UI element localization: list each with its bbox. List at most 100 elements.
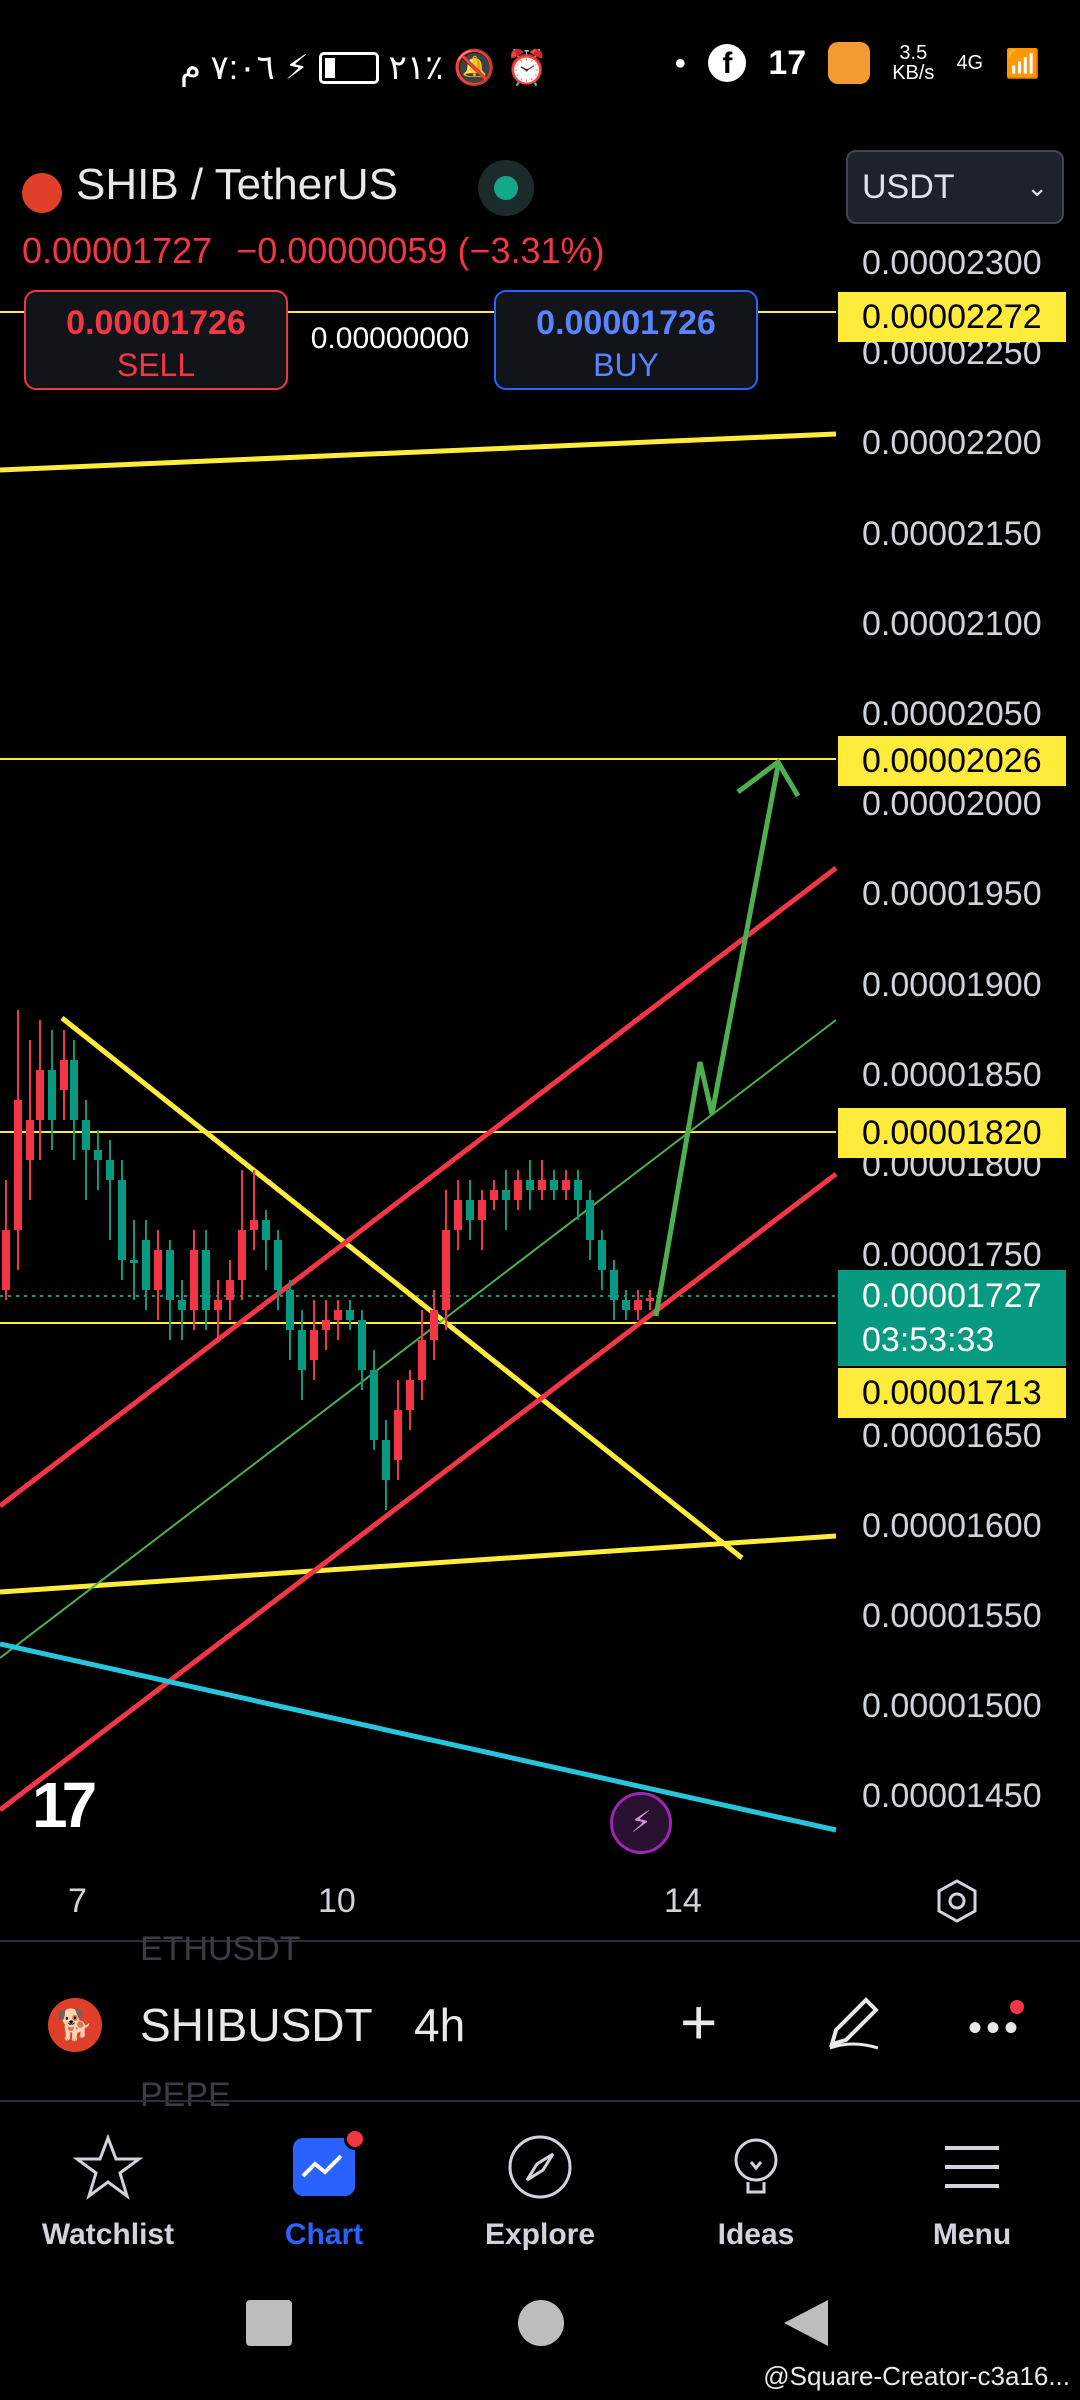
status-right: ● f 17 3.5 KB/s 4G 📶 <box>674 42 1040 84</box>
star-icon <box>73 2133 143 2200</box>
candle-body <box>442 1230 450 1310</box>
dot-icon: ● <box>674 51 687 74</box>
trendline-top-yellow <box>0 431 837 473</box>
candle-body <box>526 1180 534 1190</box>
market-status-icon[interactable] <box>478 160 534 216</box>
candle-body <box>2 1230 10 1290</box>
time-tick-10: 10 <box>318 1882 356 1920</box>
charging-icon: ⚡ <box>284 49 309 87</box>
candle-body <box>142 1240 150 1290</box>
candle-body <box>262 1220 270 1240</box>
candle-body <box>94 1150 102 1160</box>
candle-body <box>274 1240 282 1290</box>
price-tick: 0.00001950 <box>862 875 1042 914</box>
price-chart[interactable] <box>0 140 1080 1940</box>
app-icon <box>828 42 871 84</box>
status-left: ٧:٠٦ م ⚡ ٢١٪ 🔕 ⏰ <box>180 48 548 88</box>
price-tick: 0.00002100 <box>862 604 1042 643</box>
price-tag-1820: 0.00001820 <box>838 1108 1066 1158</box>
sell-label: SELL <box>116 347 196 383</box>
alarm-icon: ⏰ <box>505 49 549 87</box>
candle-body <box>60 1060 68 1090</box>
candle-body <box>226 1280 234 1300</box>
sell-price: 0.00001726 <box>66 304 246 342</box>
candle-body <box>310 1330 318 1360</box>
candle-body <box>214 1300 222 1310</box>
buy-button[interactable]: 0.00001726 BUY <box>494 290 758 390</box>
trendline-bottom-yellow <box>0 1533 837 1595</box>
price-tick: 0.00002000 <box>862 785 1042 824</box>
notification-dot <box>1010 2000 1024 2014</box>
mute-icon: 🔕 <box>453 49 496 87</box>
symbol-title[interactable]: SHIB / TetherUS <box>76 160 398 209</box>
more-icon[interactable]: ••• <box>968 2006 1023 2050</box>
chart-settings-icon[interactable] <box>934 1878 980 1929</box>
candle-body <box>286 1290 294 1330</box>
price-tick: 0.00002150 <box>862 514 1042 553</box>
net-speed: 3.5 KB/s <box>892 42 935 84</box>
candle-body <box>586 1200 594 1240</box>
spread-value: 0.00000000 <box>310 322 470 355</box>
symbol-header[interactable]: SHIB / TetherUS <box>22 160 398 213</box>
timeframe-button[interactable]: 4h <box>414 1999 466 2051</box>
candle-body <box>190 1250 198 1310</box>
currency-select[interactable]: USDT ⌄ <box>846 150 1064 224</box>
system-nav: @Square-Creator-c3a16... <box>0 2280 1080 2400</box>
candle-body <box>154 1250 162 1290</box>
candle-body <box>166 1250 174 1300</box>
candle-body <box>48 1070 56 1120</box>
nav-ideas[interactable]: Ideas <box>656 2122 856 2252</box>
watermark: @Square-Creator-c3a16... <box>763 2361 1070 2391</box>
price-tick: 0.00001550 <box>862 1597 1042 1635</box>
candle-body <box>178 1300 186 1310</box>
candle-body <box>130 1260 138 1263</box>
nav-watchlist[interactable]: Watchlist <box>8 2122 208 2252</box>
price-tick: 0.00001650 <box>862 1416 1042 1455</box>
add-icon[interactable]: + <box>680 1986 718 2058</box>
candle-body <box>598 1240 606 1270</box>
candle-countdown: 03:53:33 <box>862 1321 995 1359</box>
candle-body <box>322 1320 330 1330</box>
price-tag-2272: 0.00002272 <box>838 292 1066 342</box>
trendline-cyan <box>0 1641 837 1833</box>
last-price: 0.00001727 <box>22 230 213 271</box>
channel-lower-red <box>0 1172 838 1812</box>
price-tick: 0.00002300 <box>862 244 1042 282</box>
price-tick: 0.00001500 <box>862 1687 1042 1726</box>
price-tick: 0.00002200 <box>862 424 1042 463</box>
candle-body <box>250 1220 258 1230</box>
candle-body <box>202 1250 210 1310</box>
drawing-tool-icon[interactable] <box>822 1990 886 2059</box>
home-button[interactable] <box>518 2300 564 2346</box>
recents-button[interactable] <box>246 2300 292 2346</box>
candle-body <box>238 1230 246 1280</box>
chart-icon <box>293 2138 355 2196</box>
candle-body <box>418 1340 426 1380</box>
candle-body <box>82 1120 90 1150</box>
time-tick-14: 14 <box>664 1882 702 1920</box>
candle-body <box>562 1180 570 1190</box>
candle-body <box>406 1380 414 1410</box>
candle-body <box>382 1440 390 1480</box>
back-button[interactable] <box>782 2298 830 2353</box>
time-tick-7: 7 <box>68 1882 87 1920</box>
nav-chart[interactable]: Chart <box>224 2122 424 2252</box>
price-tag-1713: 0.00001713 <box>838 1368 1066 1418</box>
battery-percent: ٢١٪ <box>388 49 444 87</box>
symbol-name[interactable]: SHIBUSDT <box>140 1999 373 2051</box>
candles <box>2 1010 654 1510</box>
candle-body <box>490 1190 498 1200</box>
lightning-icon[interactable]: ⚡ <box>610 1792 672 1854</box>
price-tick: 0.00001600 <box>862 1506 1042 1545</box>
sell-button[interactable]: 0.00001726 SELL <box>24 290 288 390</box>
candle-body <box>478 1200 486 1220</box>
price-tick: 0.00002050 <box>862 695 1042 733</box>
nav-explore[interactable]: Explore <box>440 2122 640 2252</box>
status-bar: ٧:٠٦ م ⚡ ٢١٪ 🔕 ⏰ ● f 17 3.5 KB/s 4G 📶 <box>0 0 1080 140</box>
hamburger-icon <box>945 2146 999 2188</box>
candle-body <box>646 1298 654 1301</box>
candle-body <box>466 1200 474 1220</box>
candle-body <box>346 1310 354 1320</box>
nav-menu[interactable]: Menu <box>872 2122 1072 2252</box>
candle-body <box>574 1180 582 1200</box>
